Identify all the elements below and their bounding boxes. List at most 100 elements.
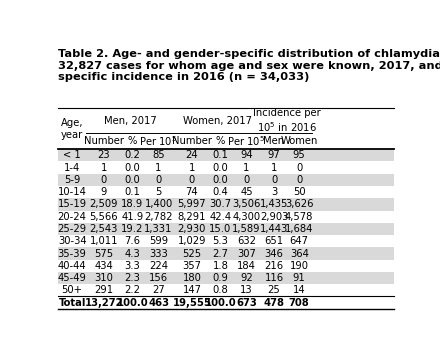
- Bar: [59, 161, 394, 174]
- Text: 1,029: 1,029: [178, 236, 206, 246]
- Text: 0.2: 0.2: [125, 150, 140, 160]
- Text: 224: 224: [149, 261, 168, 271]
- Text: 23: 23: [98, 150, 110, 160]
- Text: 40-44: 40-44: [58, 261, 87, 271]
- Text: 673: 673: [236, 298, 257, 307]
- Text: 0.1: 0.1: [125, 187, 140, 197]
- Text: 85: 85: [152, 150, 165, 160]
- Text: 3: 3: [271, 187, 277, 197]
- Text: 307: 307: [237, 249, 256, 258]
- Text: 15.0: 15.0: [209, 224, 231, 234]
- Text: 575: 575: [94, 249, 114, 258]
- Text: 4,300: 4,300: [232, 212, 260, 222]
- Text: 1: 1: [243, 163, 249, 173]
- Text: 0.9: 0.9: [213, 273, 228, 283]
- Text: 2,509: 2,509: [90, 199, 118, 209]
- Text: 1.8: 1.8: [213, 261, 228, 271]
- Text: 25-29: 25-29: [58, 224, 87, 234]
- Text: Per $10^5$: Per $10^5$: [227, 134, 266, 148]
- Text: 5,997: 5,997: [178, 199, 206, 209]
- Text: 27: 27: [152, 285, 165, 295]
- Text: 0.1: 0.1: [213, 150, 228, 160]
- Text: Total: Total: [59, 298, 86, 307]
- Text: 2,930: 2,930: [178, 224, 206, 234]
- Text: 45-49: 45-49: [58, 273, 87, 283]
- Bar: [59, 223, 394, 235]
- Text: 2,782: 2,782: [144, 212, 173, 222]
- Text: %: %: [128, 136, 137, 146]
- Text: 1,011: 1,011: [90, 236, 118, 246]
- Text: 19.2: 19.2: [121, 224, 144, 234]
- Text: 116: 116: [264, 273, 284, 283]
- Text: 1: 1: [271, 163, 277, 173]
- Text: 2.7: 2.7: [213, 249, 228, 258]
- Text: 18.9: 18.9: [121, 199, 143, 209]
- Text: 3,506: 3,506: [232, 199, 260, 209]
- Text: 291: 291: [94, 285, 114, 295]
- Text: 651: 651: [264, 236, 284, 246]
- Text: 100.0: 100.0: [205, 298, 236, 307]
- Text: 94: 94: [240, 150, 253, 160]
- Text: 5: 5: [155, 187, 161, 197]
- Text: 184: 184: [237, 261, 256, 271]
- Text: 74: 74: [186, 187, 198, 197]
- Text: 1,684: 1,684: [285, 224, 313, 234]
- Text: < 1: < 1: [63, 150, 81, 160]
- Text: 0: 0: [296, 163, 302, 173]
- Text: 3.3: 3.3: [125, 261, 140, 271]
- Text: 19,555: 19,555: [172, 298, 211, 307]
- Text: 42.4: 42.4: [209, 212, 231, 222]
- Text: 478: 478: [264, 298, 285, 307]
- Text: 8,291: 8,291: [178, 212, 206, 222]
- Text: 147: 147: [183, 285, 202, 295]
- Text: 20-24: 20-24: [58, 212, 87, 222]
- Text: 1: 1: [189, 163, 195, 173]
- Text: 0.0: 0.0: [213, 175, 228, 185]
- Text: Women, 2017: Women, 2017: [183, 116, 253, 126]
- Text: 1: 1: [155, 163, 161, 173]
- Text: 0: 0: [155, 175, 161, 185]
- Text: 41.9: 41.9: [121, 212, 143, 222]
- Text: 95: 95: [293, 150, 306, 160]
- Text: 0.0: 0.0: [213, 163, 228, 173]
- Text: 35-39: 35-39: [58, 249, 87, 258]
- Text: 708: 708: [289, 298, 310, 307]
- Text: 0: 0: [296, 175, 302, 185]
- Text: 2,903: 2,903: [260, 212, 288, 222]
- Text: 100.0: 100.0: [117, 298, 148, 307]
- Bar: [59, 297, 394, 309]
- Text: Per $10^5$: Per $10^5$: [139, 134, 178, 148]
- Text: 4,578: 4,578: [285, 212, 313, 222]
- Text: 4.3: 4.3: [125, 249, 140, 258]
- Bar: [59, 272, 394, 284]
- Bar: [59, 210, 394, 223]
- Text: 0.0: 0.0: [125, 175, 140, 185]
- Text: 5-9: 5-9: [64, 175, 81, 185]
- Text: 1,400: 1,400: [144, 199, 172, 209]
- Bar: [59, 260, 394, 272]
- Text: 156: 156: [149, 273, 168, 283]
- Text: 45: 45: [240, 187, 253, 197]
- Bar: [59, 186, 394, 198]
- Text: 0: 0: [243, 175, 249, 185]
- Text: 50: 50: [293, 187, 305, 197]
- Text: 25: 25: [268, 285, 280, 295]
- Text: 24: 24: [186, 150, 198, 160]
- Text: Women: Women: [281, 136, 318, 146]
- Text: Number: Number: [172, 136, 212, 146]
- Text: 525: 525: [182, 249, 202, 258]
- Text: 10-14: 10-14: [58, 187, 87, 197]
- Text: 463: 463: [148, 298, 169, 307]
- Text: 30-34: 30-34: [58, 236, 87, 246]
- Bar: [59, 284, 394, 297]
- Text: 1,331: 1,331: [144, 224, 172, 234]
- Text: 434: 434: [95, 261, 113, 271]
- Bar: [59, 174, 394, 186]
- Text: 0.0: 0.0: [125, 163, 140, 173]
- Text: %: %: [216, 136, 225, 146]
- Text: 3,626: 3,626: [285, 199, 313, 209]
- Text: 91: 91: [293, 273, 306, 283]
- Text: 0.8: 0.8: [213, 285, 228, 295]
- Text: 1,435: 1,435: [260, 199, 288, 209]
- Text: Men: Men: [264, 136, 285, 146]
